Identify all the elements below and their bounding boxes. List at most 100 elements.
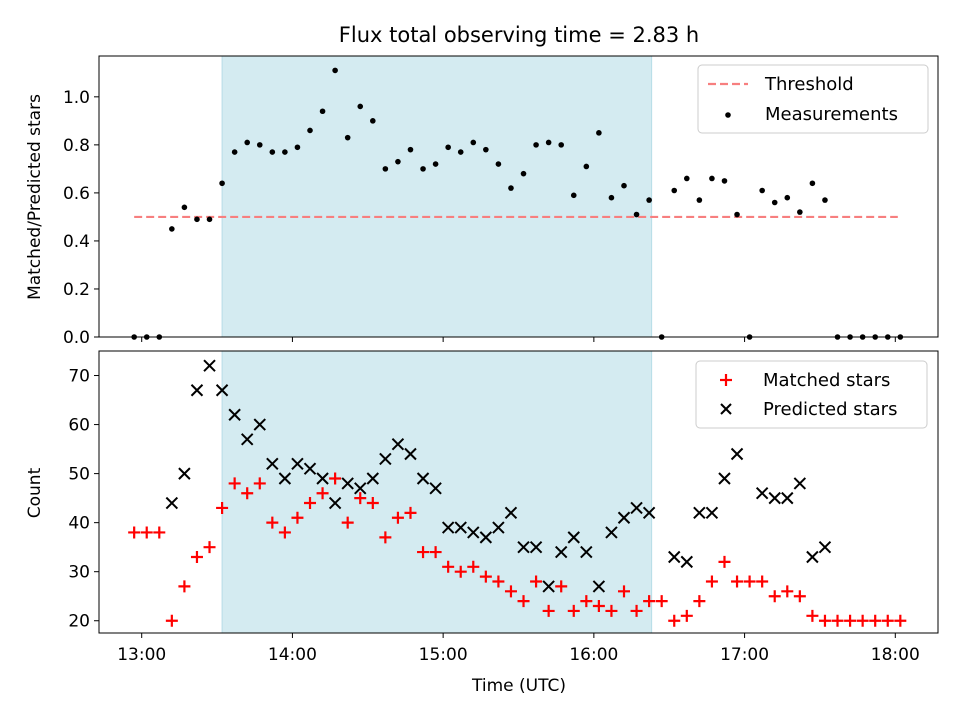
count-y-tick-label: 30 bbox=[68, 563, 90, 583]
measurement-point bbox=[420, 166, 426, 172]
measurement-point bbox=[282, 149, 288, 155]
measurement-point bbox=[181, 204, 188, 211]
predicted-point bbox=[592, 580, 606, 593]
count-y-tick-label: 60 bbox=[68, 416, 90, 436]
measurement-point bbox=[608, 194, 615, 201]
predicted-point bbox=[441, 521, 455, 534]
measurement-point bbox=[633, 211, 640, 218]
measurement-point bbox=[809, 180, 816, 187]
matched-point bbox=[178, 580, 191, 593]
measurement-point bbox=[545, 139, 552, 146]
matched-point bbox=[492, 575, 505, 588]
matched-point bbox=[128, 526, 141, 539]
chart-title: Flux total observing time = 2.83 h bbox=[339, 23, 699, 47]
matched-point bbox=[253, 477, 266, 490]
measurement-point bbox=[219, 180, 225, 187]
measurement-point bbox=[319, 108, 326, 115]
predicted-point bbox=[354, 482, 367, 495]
ratio-y-tick-label: 0.0 bbox=[63, 328, 90, 348]
measurement-point bbox=[470, 139, 477, 146]
measurement-point bbox=[508, 185, 514, 191]
measurement-point bbox=[194, 216, 200, 223]
matched-point bbox=[304, 497, 317, 510]
ratio-panel-frame bbox=[98, 55, 939, 338]
measurement-point bbox=[671, 187, 678, 194]
predicted-point bbox=[529, 540, 543, 554]
predicted-point bbox=[542, 580, 555, 593]
predicted-point bbox=[328, 496, 342, 510]
measurement-point bbox=[344, 134, 351, 141]
measurement-point bbox=[332, 67, 338, 74]
predicted-point bbox=[391, 437, 405, 451]
matched-point bbox=[756, 575, 769, 588]
predicted-point bbox=[366, 472, 380, 485]
predicted-point bbox=[755, 487, 769, 500]
matched-point bbox=[818, 614, 831, 627]
measurement-point bbox=[395, 158, 401, 165]
ratio-y-axis-label: Matched/Predicted stars bbox=[25, 94, 45, 300]
measurement-point bbox=[583, 163, 590, 170]
count-y-axis-label: Count bbox=[25, 467, 45, 518]
legend-measurements-label: Measurements bbox=[765, 104, 898, 125]
matched-point bbox=[366, 497, 379, 510]
matched-point bbox=[153, 526, 166, 539]
measurement-point bbox=[370, 118, 376, 124]
predicted-point bbox=[416, 472, 430, 485]
ratio-legend: Threshold Measurements bbox=[697, 64, 929, 134]
predicted-point bbox=[517, 540, 530, 554]
matched-point bbox=[329, 472, 342, 485]
predicted-point bbox=[693, 506, 706, 520]
measurement-point bbox=[294, 144, 301, 151]
predicted-point bbox=[668, 550, 681, 564]
predicted-point bbox=[642, 506, 656, 520]
measurement-point bbox=[558, 142, 565, 148]
matched-point bbox=[643, 595, 656, 608]
measurement-point bbox=[357, 103, 364, 110]
matched-point bbox=[266, 516, 279, 529]
predicted-point bbox=[806, 550, 819, 564]
measurement-point bbox=[759, 187, 765, 194]
matched-point bbox=[680, 609, 693, 622]
predicted-point bbox=[341, 477, 354, 490]
predicted-point bbox=[203, 359, 216, 372]
ratio-y-tick-label: 0.4 bbox=[63, 232, 90, 252]
matched-point bbox=[831, 614, 844, 627]
legend-matched-marker bbox=[720, 374, 732, 386]
matched-point bbox=[768, 590, 781, 603]
predicted-point bbox=[178, 467, 191, 480]
ratio-y-tick-label: 1.0 bbox=[63, 88, 90, 108]
predicted-point bbox=[190, 384, 204, 397]
measurement-point bbox=[445, 144, 451, 151]
predicted-point bbox=[228, 408, 241, 421]
measurement-point bbox=[684, 175, 690, 182]
matched-point bbox=[316, 487, 329, 500]
matched-point bbox=[216, 501, 229, 514]
measurement-point bbox=[709, 175, 715, 182]
predicted-point bbox=[291, 457, 304, 471]
predicted-point bbox=[240, 433, 254, 446]
matched-point bbox=[555, 580, 568, 593]
measurement-point bbox=[206, 216, 213, 223]
predicted-point bbox=[253, 418, 266, 431]
matched-point bbox=[693, 595, 706, 608]
matched-point bbox=[781, 585, 794, 598]
count-y-tick-label: 50 bbox=[68, 465, 90, 485]
measurement-point bbox=[169, 226, 175, 232]
ratio-observing-span bbox=[221, 55, 653, 338]
measurement-point bbox=[495, 161, 502, 167]
matched-point bbox=[504, 585, 517, 598]
count-panel-frame bbox=[98, 350, 939, 634]
measurement-point bbox=[307, 127, 313, 134]
predicted-point bbox=[730, 447, 744, 461]
matched-point bbox=[567, 604, 580, 617]
predicted-point bbox=[454, 521, 467, 534]
matched-point bbox=[743, 575, 756, 588]
matched-point bbox=[592, 600, 605, 613]
matched-point bbox=[869, 614, 882, 627]
measurement-point bbox=[457, 149, 464, 155]
measurement-point bbox=[244, 139, 251, 146]
predicted-point bbox=[479, 531, 493, 544]
measurement-point bbox=[533, 142, 539, 148]
measurement-point bbox=[784, 194, 791, 201]
